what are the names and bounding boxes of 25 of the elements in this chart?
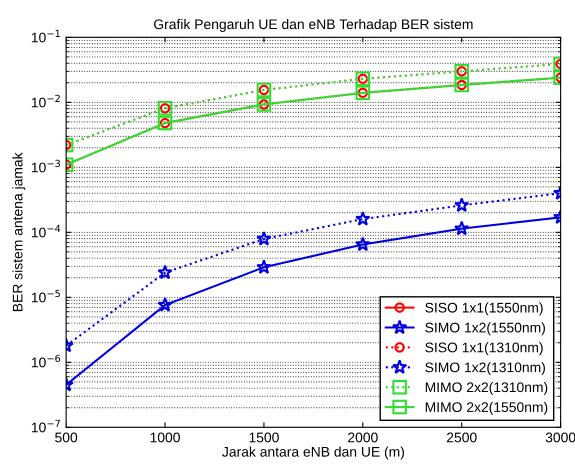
y-tick-label: 10$^{−4}$ <box>32 224 60 238</box>
x-tick-label: 1500 <box>250 432 279 442</box>
point <box>256 230 272 246</box>
x-axis-title: Jarak antara eNB dan UE (m) <box>222 446 404 460</box>
legend-label: SISO 1x1(1310nm) <box>425 342 543 356</box>
y-axis-title: BER sistem antena jamak <box>12 152 26 312</box>
legend-label: SIMO 1x2(1310nm) <box>425 362 545 376</box>
x-tick-label: 1000 <box>150 432 180 442</box>
y-tick-label: 10$^{−5}$ <box>32 290 60 302</box>
x-tick-label: 500 <box>55 432 78 442</box>
point <box>355 211 370 226</box>
legend-label: MIMO 2x2(1310nm) <box>426 382 548 395</box>
y-tick-label: 10$^{−3}$ <box>32 160 60 172</box>
legend-label: MIMO 2x2(1550nm) <box>426 402 548 415</box>
y-tick-label: 10$^{−6}$ <box>32 354 60 368</box>
y-tick-label: 10$^{−7}$ <box>32 420 60 432</box>
chart-title: Grafik Pengaruh UE dan eNB Terhadap BER sistem <box>154 18 473 32</box>
y-tick-label: 10$^{−1}$ <box>32 30 60 42</box>
point <box>355 236 370 252</box>
x-tick-label: 2000 <box>348 432 378 442</box>
legend-label: SISO 1x1(1550nm) <box>425 302 543 316</box>
x-tick-label: 2500 <box>446 432 477 442</box>
point <box>256 259 272 274</box>
y-tick-label: 10$^{−2}$ <box>32 94 60 108</box>
legend-label: SIMO 1x2(1550nm) <box>425 322 545 336</box>
